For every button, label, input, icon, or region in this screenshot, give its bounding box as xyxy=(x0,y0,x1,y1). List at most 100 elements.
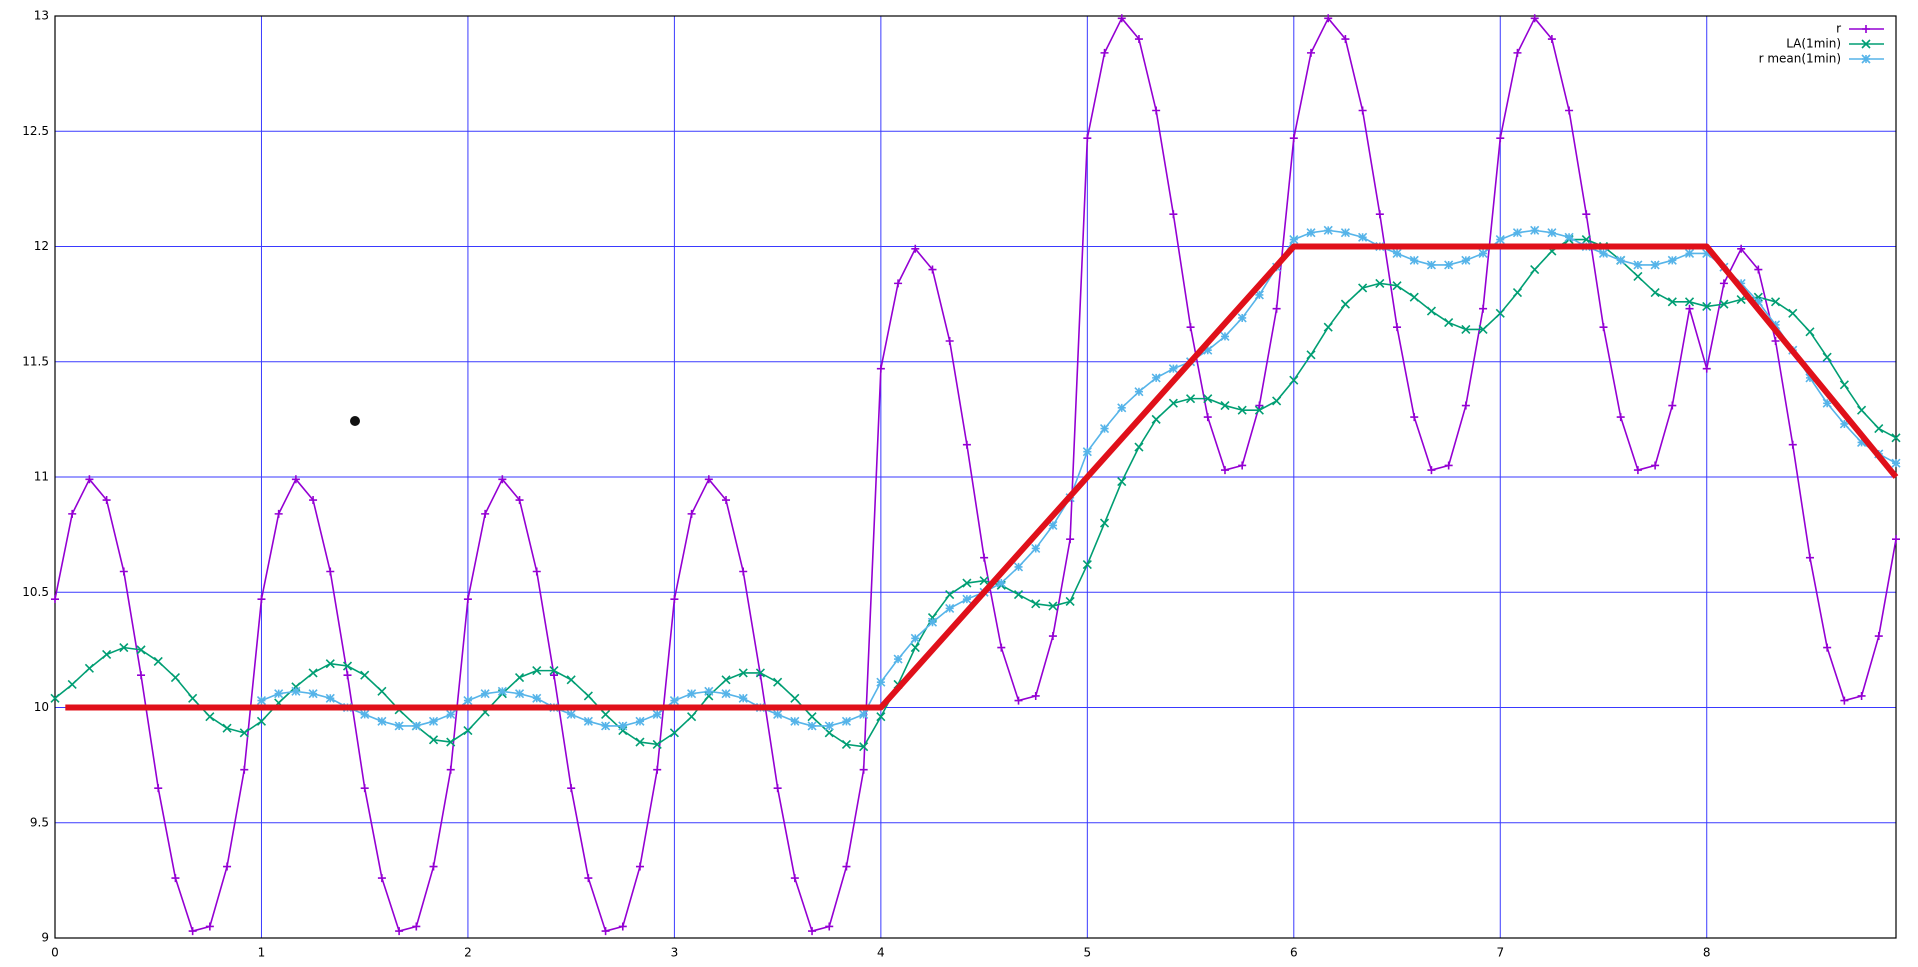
point-marker xyxy=(1048,601,1058,611)
point-marker xyxy=(446,709,456,719)
point-marker xyxy=(1186,323,1195,332)
point-marker xyxy=(309,496,318,505)
point-marker xyxy=(1066,535,1075,544)
point-marker xyxy=(894,279,903,288)
point-marker xyxy=(962,594,972,604)
point-marker xyxy=(1444,461,1453,470)
point-marker xyxy=(704,475,713,484)
point-marker xyxy=(1736,294,1746,305)
point-marker xyxy=(532,693,542,703)
point-marker xyxy=(463,696,473,706)
point-marker xyxy=(1427,466,1436,475)
point-marker xyxy=(1099,424,1110,434)
cursor-dot xyxy=(350,416,360,426)
legend-label: r mean(1min) xyxy=(1759,52,1841,66)
point-marker xyxy=(1375,210,1384,219)
point-marker xyxy=(1616,413,1625,422)
point-marker xyxy=(652,709,662,719)
point-marker xyxy=(205,922,214,931)
point-marker xyxy=(1169,210,1178,219)
series-line xyxy=(261,229,1897,727)
point-marker xyxy=(325,693,335,703)
point-marker xyxy=(1582,210,1591,219)
point-marker xyxy=(1289,134,1298,143)
point-marker xyxy=(1616,255,1626,265)
point-marker xyxy=(170,672,180,683)
point-marker xyxy=(188,693,198,703)
point-marker xyxy=(1650,260,1660,270)
point-marker xyxy=(859,765,868,774)
point-marker xyxy=(205,712,215,722)
point-marker xyxy=(154,784,163,793)
point-marker xyxy=(102,496,111,505)
point-marker xyxy=(497,686,507,696)
point-marker xyxy=(1839,380,1849,390)
point-marker xyxy=(1667,297,1677,307)
point-marker xyxy=(1255,401,1264,410)
x-tick-label: 0 xyxy=(51,946,59,960)
point-marker xyxy=(428,735,439,745)
point-marker xyxy=(807,712,817,722)
point-marker xyxy=(618,922,627,931)
point-marker xyxy=(291,475,300,484)
point-marker xyxy=(842,862,851,871)
point-marker xyxy=(394,721,404,731)
point-marker xyxy=(755,668,765,678)
point-marker xyxy=(1117,14,1126,23)
point-marker xyxy=(1565,106,1574,115)
point-marker xyxy=(893,654,903,664)
point-marker xyxy=(119,643,129,653)
point-marker xyxy=(1461,324,1471,335)
point-marker xyxy=(68,509,77,518)
point-marker xyxy=(1168,364,1178,374)
point-marker xyxy=(962,578,972,588)
point-marker xyxy=(1186,394,1196,404)
point-marker xyxy=(1805,553,1814,562)
point-marker xyxy=(1237,405,1247,415)
point-marker xyxy=(1392,281,1402,291)
point-marker xyxy=(721,675,731,685)
point-marker xyxy=(1874,424,1884,434)
point-marker xyxy=(1358,106,1367,115)
x-tick-label: 6 xyxy=(1290,946,1298,960)
point-marker xyxy=(1650,288,1660,298)
point-marker xyxy=(566,709,576,719)
point-marker xyxy=(532,567,541,576)
point-marker xyxy=(704,686,714,696)
point-marker xyxy=(1770,297,1781,307)
x-tick-label: 2 xyxy=(464,946,472,960)
point-marker xyxy=(119,567,128,576)
point-marker xyxy=(1151,414,1161,424)
point-marker xyxy=(1512,228,1523,238)
x-tick-label: 5 xyxy=(1084,946,1092,960)
point-marker xyxy=(911,244,920,253)
point-marker xyxy=(773,784,782,793)
series-line xyxy=(54,17,1897,932)
point-marker xyxy=(1220,400,1230,411)
point-marker xyxy=(1289,375,1299,385)
point-marker xyxy=(463,725,473,736)
point-marker xyxy=(1409,255,1419,265)
point-marker xyxy=(979,576,989,586)
point-marker xyxy=(1323,322,1333,332)
point-marker xyxy=(1857,691,1866,700)
point-marker xyxy=(1478,324,1488,335)
series-line xyxy=(54,238,1897,748)
point-marker xyxy=(223,862,232,871)
point-marker xyxy=(739,567,748,576)
point-marker xyxy=(1771,337,1780,346)
point-marker xyxy=(1358,232,1368,242)
point-marker xyxy=(411,721,421,731)
point-marker xyxy=(687,712,697,722)
point-marker xyxy=(1410,413,1419,422)
point-marker xyxy=(738,693,748,703)
point-marker xyxy=(1719,299,1729,309)
point-marker xyxy=(841,739,852,749)
point-marker xyxy=(841,716,852,726)
point-marker xyxy=(1530,14,1539,23)
point-marker xyxy=(1307,48,1315,57)
point-marker xyxy=(137,671,146,680)
point-marker xyxy=(1117,477,1127,487)
point-marker xyxy=(1393,323,1402,332)
point-marker xyxy=(1651,461,1660,470)
